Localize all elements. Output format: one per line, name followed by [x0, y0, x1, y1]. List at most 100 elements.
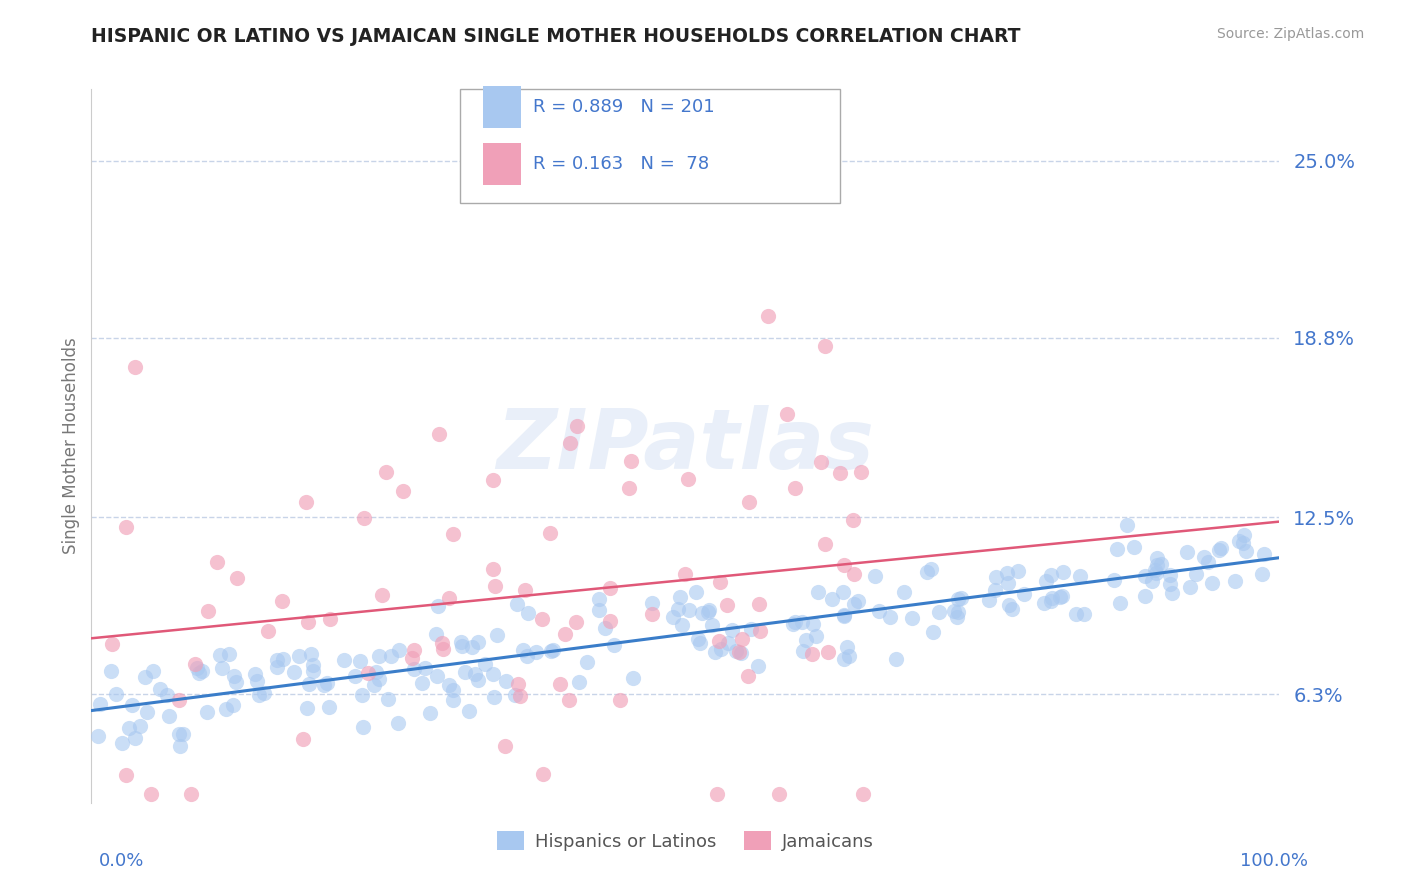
Point: [1102, 573, 1125, 587]
Point: [1040, 593, 1063, 607]
Point: [576, 655, 599, 669]
Point: [710, 642, 733, 657]
Point: [1253, 547, 1275, 561]
Point: [353, 510, 375, 524]
Point: [482, 562, 505, 576]
Point: [531, 766, 554, 780]
Point: [538, 525, 561, 540]
Point: [671, 618, 693, 632]
Point: [441, 682, 464, 697]
Point: [1234, 543, 1257, 558]
Point: [1251, 567, 1274, 582]
Y-axis label: Single Mother Households: Single Mother Households: [62, 338, 80, 554]
Point: [1150, 557, 1173, 571]
Point: [603, 638, 626, 652]
Point: [427, 599, 450, 613]
Point: [377, 691, 399, 706]
Point: [1064, 607, 1087, 621]
Point: [186, 661, 208, 675]
Point: [474, 657, 496, 671]
Text: R = 0.889   N = 201: R = 0.889 N = 201: [533, 98, 716, 116]
Point: [110, 736, 132, 750]
Point: [149, 682, 172, 697]
Point: [1143, 563, 1166, 577]
Point: [696, 606, 718, 620]
Point: [1185, 566, 1208, 581]
Point: [128, 718, 150, 732]
Point: [807, 585, 830, 599]
Point: [928, 605, 950, 619]
Point: [1194, 549, 1216, 564]
Point: [392, 484, 415, 499]
Point: [886, 652, 908, 666]
Point: [87, 729, 110, 743]
Point: [1039, 567, 1062, 582]
Point: [156, 688, 179, 702]
Point: [302, 664, 325, 678]
Point: [141, 664, 163, 678]
Point: [619, 454, 641, 468]
Point: [1233, 528, 1256, 542]
Point: [950, 591, 973, 605]
Point: [801, 616, 824, 631]
Point: [246, 674, 269, 689]
Point: [252, 686, 274, 700]
Point: [432, 636, 454, 650]
Point: [141, 787, 163, 801]
Point: [513, 583, 536, 598]
Point: [294, 495, 316, 509]
Point: [104, 687, 127, 701]
Point: [731, 632, 754, 646]
Point: [197, 706, 219, 720]
Point: [352, 720, 374, 734]
Point: [1001, 602, 1024, 616]
Point: [879, 609, 901, 624]
Point: [747, 659, 769, 673]
Point: [1135, 569, 1157, 583]
Point: [998, 598, 1021, 612]
Point: [349, 654, 371, 668]
Point: [1208, 542, 1230, 557]
Point: [531, 612, 554, 626]
Point: [716, 598, 738, 612]
Point: [977, 593, 1000, 607]
Point: [641, 596, 664, 610]
Point: [458, 704, 481, 718]
Point: [1201, 576, 1223, 591]
Point: [461, 640, 484, 655]
Point: [986, 570, 1008, 584]
Point: [832, 608, 855, 623]
Point: [1146, 558, 1168, 573]
Point: [1012, 587, 1035, 601]
Point: [169, 739, 191, 753]
Point: [464, 666, 486, 681]
Point: [1146, 550, 1168, 565]
Point: [404, 642, 426, 657]
Text: ZIPatlas: ZIPatlas: [496, 406, 875, 486]
Point: [768, 787, 790, 801]
Point: [115, 520, 138, 534]
Point: [357, 665, 380, 680]
Point: [706, 787, 728, 801]
Point: [676, 472, 699, 486]
Point: [401, 650, 423, 665]
Point: [641, 607, 664, 621]
Point: [617, 481, 640, 495]
Point: [100, 665, 122, 679]
Point: [685, 585, 707, 599]
Point: [725, 644, 748, 658]
Point: [831, 585, 853, 599]
Text: R = 0.163   N =  78: R = 0.163 N = 78: [533, 155, 710, 173]
Point: [689, 636, 711, 650]
Point: [332, 653, 354, 667]
Point: [266, 653, 288, 667]
Point: [814, 339, 837, 353]
Text: HISPANIC OR LATINO VS JAMAICAN SINGLE MOTHER HOUSEHOLDS CORRELATION CHART: HISPANIC OR LATINO VS JAMAICAN SINGLE MO…: [91, 27, 1021, 45]
Point: [717, 635, 740, 649]
Point: [172, 727, 194, 741]
Point: [450, 640, 472, 654]
Point: [599, 614, 621, 628]
Point: [302, 658, 325, 673]
Point: [374, 465, 396, 479]
Point: [402, 662, 425, 676]
